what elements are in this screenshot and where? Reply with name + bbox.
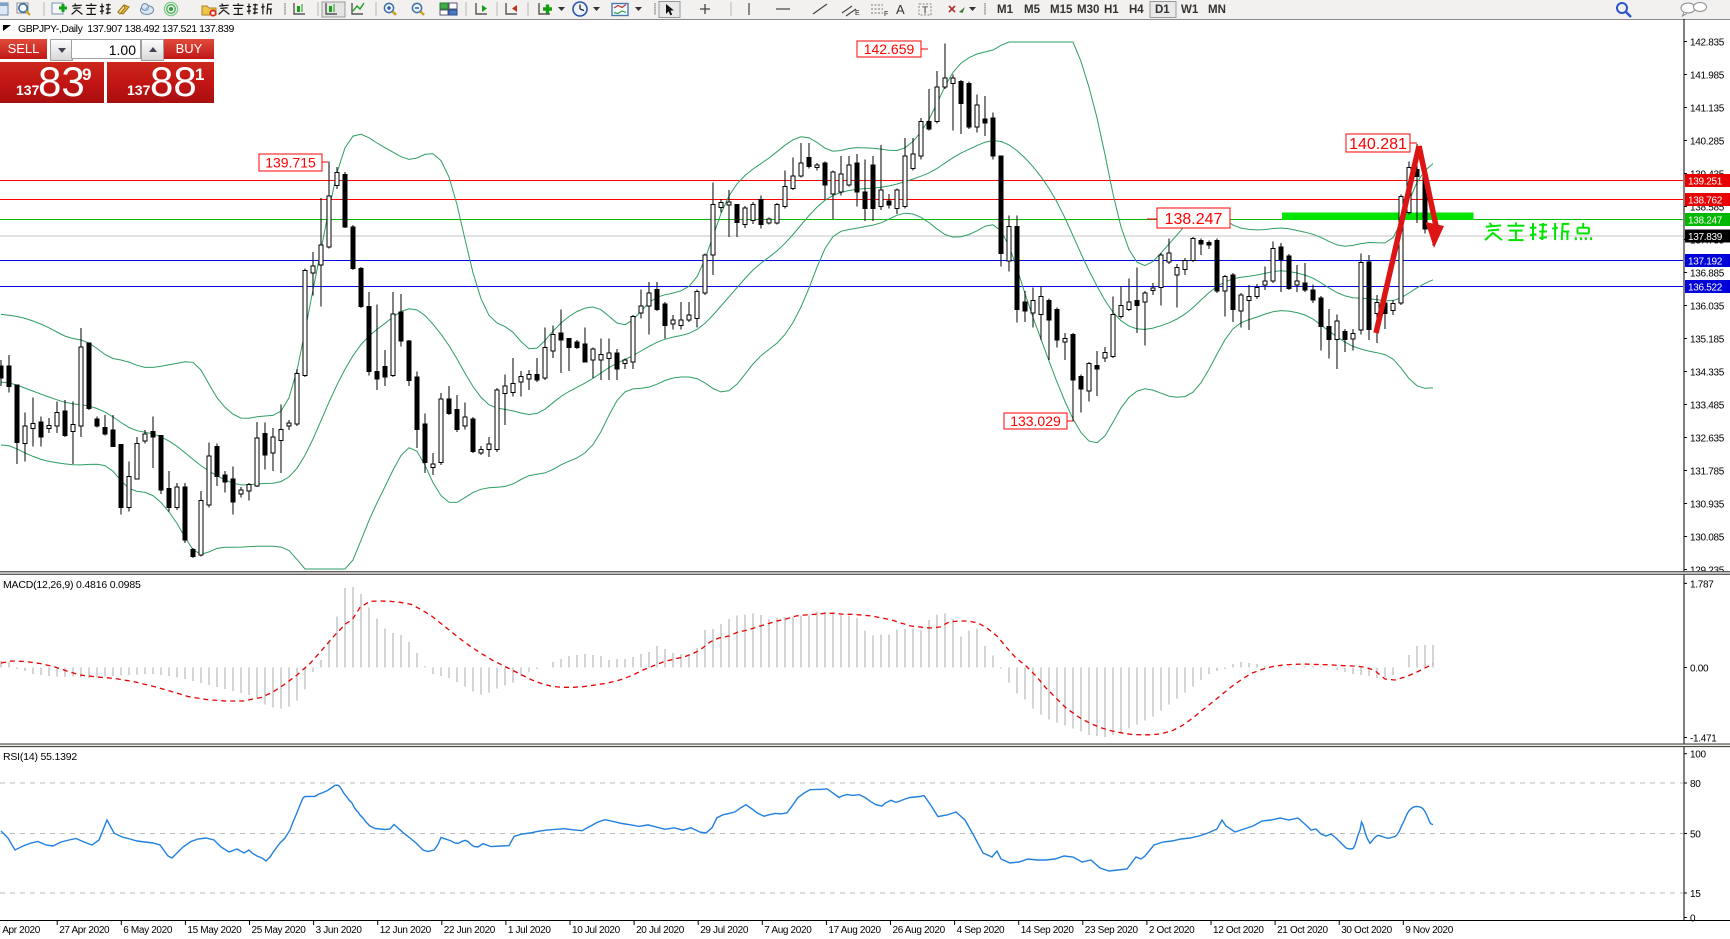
svg-text:100: 100	[1690, 750, 1707, 761]
svg-text:6 May 2020: 6 May 2020	[123, 925, 173, 936]
svg-text:29 Jul 2020: 29 Jul 2020	[700, 925, 749, 936]
svg-text:2 Oct 2020: 2 Oct 2020	[1149, 925, 1195, 936]
svg-text:MACD(12,26,9) 0.4816 0.0985: MACD(12,26,9) 0.4816 0.0985	[3, 579, 141, 591]
svg-text:M30: M30	[1077, 4, 1099, 16]
svg-text:1.787: 1.787	[1690, 579, 1714, 590]
svg-text:14 Sep 2020: 14 Sep 2020	[1021, 925, 1075, 936]
svg-text:140.285: 140.285	[1690, 137, 1725, 148]
svg-text:137.192: 137.192	[1688, 257, 1723, 268]
svg-text:17 Aug 2020: 17 Aug 2020	[828, 925, 881, 936]
svg-text:136.522: 136.522	[1688, 283, 1723, 294]
svg-text:21 Oct 2020: 21 Oct 2020	[1277, 925, 1328, 936]
svg-text:20 Jul 2020: 20 Jul 2020	[636, 925, 685, 936]
svg-text:136.885: 136.885	[1690, 269, 1725, 280]
svg-text:135.185: 135.185	[1690, 335, 1725, 346]
svg-text:30 Oct 2020: 30 Oct 2020	[1341, 925, 1392, 936]
svg-text:-1.471: -1.471	[1690, 734, 1717, 745]
svg-text:12 Oct 2020: 12 Oct 2020	[1213, 925, 1264, 936]
svg-text:1 Jul 2020: 1 Jul 2020	[508, 925, 551, 936]
svg-text:M5: M5	[1024, 4, 1041, 16]
svg-text:138.247: 138.247	[1688, 216, 1723, 227]
svg-text:142.835: 142.835	[1690, 38, 1725, 49]
svg-text:M1: M1	[997, 4, 1014, 16]
svg-text:80: 80	[1690, 779, 1701, 790]
svg-text:134.335: 134.335	[1690, 368, 1725, 379]
svg-text:9 Nov 2020: 9 Nov 2020	[1405, 925, 1453, 936]
svg-text:3 Jun 2020: 3 Jun 2020	[316, 925, 363, 936]
svg-text:25 May 2020: 25 May 2020	[252, 925, 307, 936]
svg-text:139.715: 139.715	[265, 155, 316, 171]
svg-text:10 Jul 2020: 10 Jul 2020	[572, 925, 621, 936]
svg-text:132.635: 132.635	[1690, 434, 1725, 445]
svg-text:F: F	[884, 11, 888, 18]
svg-text:50: 50	[1690, 830, 1701, 841]
svg-text:12 Jun 2020: 12 Jun 2020	[380, 925, 432, 936]
svg-text:0: 0	[1690, 914, 1696, 925]
svg-text:23 Sep 2020: 23 Sep 2020	[1085, 925, 1139, 936]
svg-text:130.085: 130.085	[1690, 533, 1725, 544]
svg-text:140.281: 140.281	[1349, 136, 1407, 153]
svg-text:H4: H4	[1129, 4, 1144, 16]
svg-text:142.659: 142.659	[864, 41, 915, 57]
svg-text:7 Aug 2020: 7 Aug 2020	[764, 925, 812, 936]
svg-text:137.839: 137.839	[1688, 232, 1723, 243]
svg-text:T: T	[922, 6, 928, 17]
svg-text:138.762: 138.762	[1688, 196, 1723, 207]
svg-text:27 Apr 2020: 27 Apr 2020	[59, 925, 110, 936]
svg-text:130.935: 130.935	[1690, 500, 1725, 511]
svg-text:MN: MN	[1208, 4, 1226, 16]
svg-text:141.985: 141.985	[1690, 71, 1725, 82]
svg-text:139.251: 139.251	[1688, 177, 1723, 188]
svg-text:RSI(14) 55.1392: RSI(14) 55.1392	[3, 751, 77, 763]
svg-text:7 Apr 2020: 7 Apr 2020	[0, 925, 41, 936]
svg-text:131.785: 131.785	[1690, 467, 1725, 478]
svg-text:E: E	[855, 10, 860, 17]
svg-text:129.235: 129.235	[1690, 566, 1725, 577]
svg-text:H1: H1	[1104, 4, 1119, 16]
svg-text:D1: D1	[1155, 4, 1170, 16]
svg-text:0.00: 0.00	[1690, 664, 1709, 675]
svg-text:4 Sep 2020: 4 Sep 2020	[957, 925, 1005, 936]
svg-text:138.585: 138.585	[1690, 203, 1725, 214]
svg-text:138.247: 138.247	[1165, 211, 1223, 228]
svg-text:26 Aug 2020: 26 Aug 2020	[893, 925, 946, 936]
svg-text:15 May 2020: 15 May 2020	[187, 925, 242, 936]
svg-text:A: A	[896, 2, 905, 17]
svg-text:133.485: 133.485	[1690, 401, 1725, 412]
svg-text:133.029: 133.029	[1010, 413, 1061, 429]
svg-text:M15: M15	[1050, 4, 1073, 16]
svg-text:W1: W1	[1181, 4, 1199, 16]
svg-text:22 Jun 2020: 22 Jun 2020	[444, 925, 496, 936]
svg-text:141.135: 141.135	[1690, 104, 1725, 115]
svg-text:15: 15	[1690, 889, 1701, 900]
svg-text:136.035: 136.035	[1690, 302, 1725, 313]
